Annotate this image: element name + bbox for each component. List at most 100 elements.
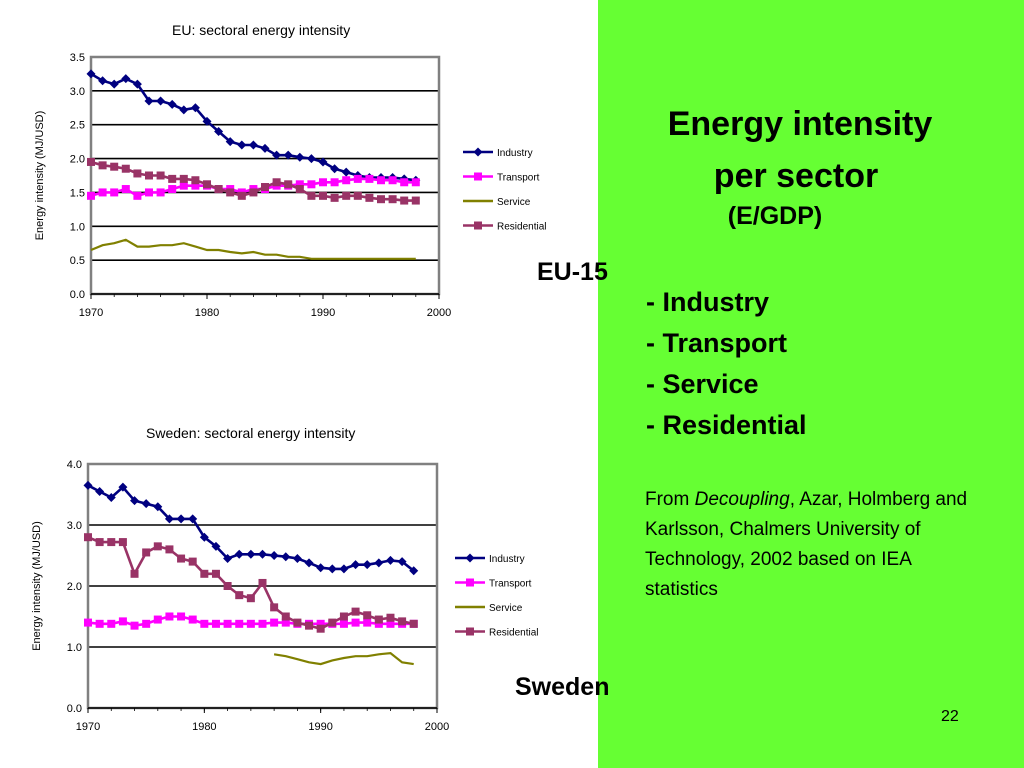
data-point — [258, 578, 267, 587]
y-tick-label: 0.0 — [67, 703, 82, 715]
data-point — [269, 551, 279, 560]
data-point — [226, 188, 235, 197]
series-service — [90, 238, 416, 260]
series-service — [273, 651, 414, 666]
data-point — [214, 126, 224, 136]
data-point — [339, 612, 348, 621]
legend-swatch-marker — [473, 147, 483, 157]
data-point — [386, 613, 395, 622]
data-point — [281, 618, 290, 627]
data-point — [328, 618, 337, 627]
data-point — [363, 618, 372, 627]
data-point — [362, 560, 372, 570]
legend-swatch-marker — [474, 221, 482, 230]
legend-label: Service — [497, 197, 531, 208]
data-point — [342, 176, 351, 185]
data-point — [118, 617, 127, 626]
data-point — [281, 612, 290, 621]
data-point — [225, 137, 235, 147]
data-point — [223, 554, 233, 564]
data-point — [363, 611, 372, 620]
data-point — [339, 619, 348, 628]
data-point — [142, 548, 151, 557]
data-point — [397, 557, 407, 567]
data-point — [353, 191, 362, 200]
data-point — [339, 564, 349, 574]
data-point — [307, 191, 316, 200]
data-point — [145, 188, 153, 197]
data-point — [211, 541, 221, 551]
data-point — [237, 191, 246, 200]
data-point — [141, 499, 151, 509]
series-line — [90, 72, 416, 182]
data-point — [385, 555, 395, 565]
data-point — [109, 79, 119, 89]
eu-chart: 0.0 0.5 1.0 1.5 2.0 2.5 3.0 3.5 1970 1980 1990 2000… — [34, 52, 546, 319]
legend-label: Residential — [489, 628, 538, 639]
legend-label: Transport — [489, 579, 532, 590]
data-point — [110, 162, 119, 171]
data-point — [258, 549, 267, 559]
data-point — [249, 188, 258, 197]
slide-heading: Energy intensity per sector — [630, 98, 970, 202]
sweden-chart: 0.0 1.0 2.0 3.0 4.0 1970 1980 1990 2000 Energy in… — [31, 459, 538, 733]
data-point — [199, 532, 209, 542]
data-point — [168, 185, 177, 194]
data-point — [110, 188, 119, 197]
y-axis-title: Energy intensity (MJ/USD) — [31, 521, 43, 651]
eu-chart-title: EU: sectoral energy intensity — [172, 22, 351, 38]
data-point — [400, 178, 409, 187]
data-point — [211, 619, 220, 628]
heading-line-1: Energy intensity — [667, 105, 933, 143]
data-point — [121, 164, 130, 173]
data-point — [341, 167, 351, 177]
data-point — [374, 619, 383, 628]
data-point — [179, 181, 188, 190]
data-point — [107, 538, 116, 547]
data-point — [351, 607, 360, 616]
data-point — [165, 612, 174, 621]
data-point — [388, 195, 397, 204]
data-point — [130, 621, 139, 630]
sector-item: - Industry — [646, 287, 770, 317]
source-prefix: From — [645, 489, 695, 510]
data-point — [223, 582, 232, 590]
data-point — [95, 538, 104, 547]
data-point — [223, 619, 232, 628]
data-point — [200, 619, 209, 628]
data-point — [86, 69, 96, 79]
data-point — [177, 554, 186, 563]
data-point — [145, 171, 153, 180]
data-point — [176, 514, 186, 524]
legend-swatch-marker — [466, 627, 474, 636]
data-point — [153, 615, 162, 624]
x-tick-label: 2000 — [427, 307, 451, 319]
y-tick-label: 3.0 — [67, 520, 82, 532]
data-point — [330, 164, 340, 174]
data-point — [261, 183, 269, 192]
data-point — [203, 180, 211, 189]
data-point — [144, 96, 154, 106]
series-industry — [83, 480, 419, 576]
y-tick-label: 1.5 — [70, 187, 85, 199]
series-line — [273, 651, 414, 666]
data-point — [156, 96, 166, 106]
data-point — [295, 180, 304, 189]
legend-swatch-marker — [466, 578, 474, 587]
data-point — [318, 157, 328, 167]
data-point — [130, 496, 140, 506]
data-point — [130, 569, 139, 578]
chart-legend: Industry Transport Service Residential — [455, 553, 538, 639]
legend-label: Industry — [497, 148, 533, 159]
data-point — [133, 169, 142, 178]
x-tick-label: 1970 — [76, 721, 100, 733]
source-citation: From Decoupling, Azar, Holmberg and Karl… — [645, 485, 975, 605]
data-point — [319, 178, 327, 187]
source-title: Decoupling — [694, 489, 790, 510]
data-point — [191, 181, 200, 190]
y-tick-label: 2.0 — [67, 581, 82, 593]
data-point — [305, 621, 314, 630]
y-tick-label: 1.0 — [70, 221, 85, 233]
data-point — [351, 618, 360, 627]
data-point — [156, 188, 165, 197]
